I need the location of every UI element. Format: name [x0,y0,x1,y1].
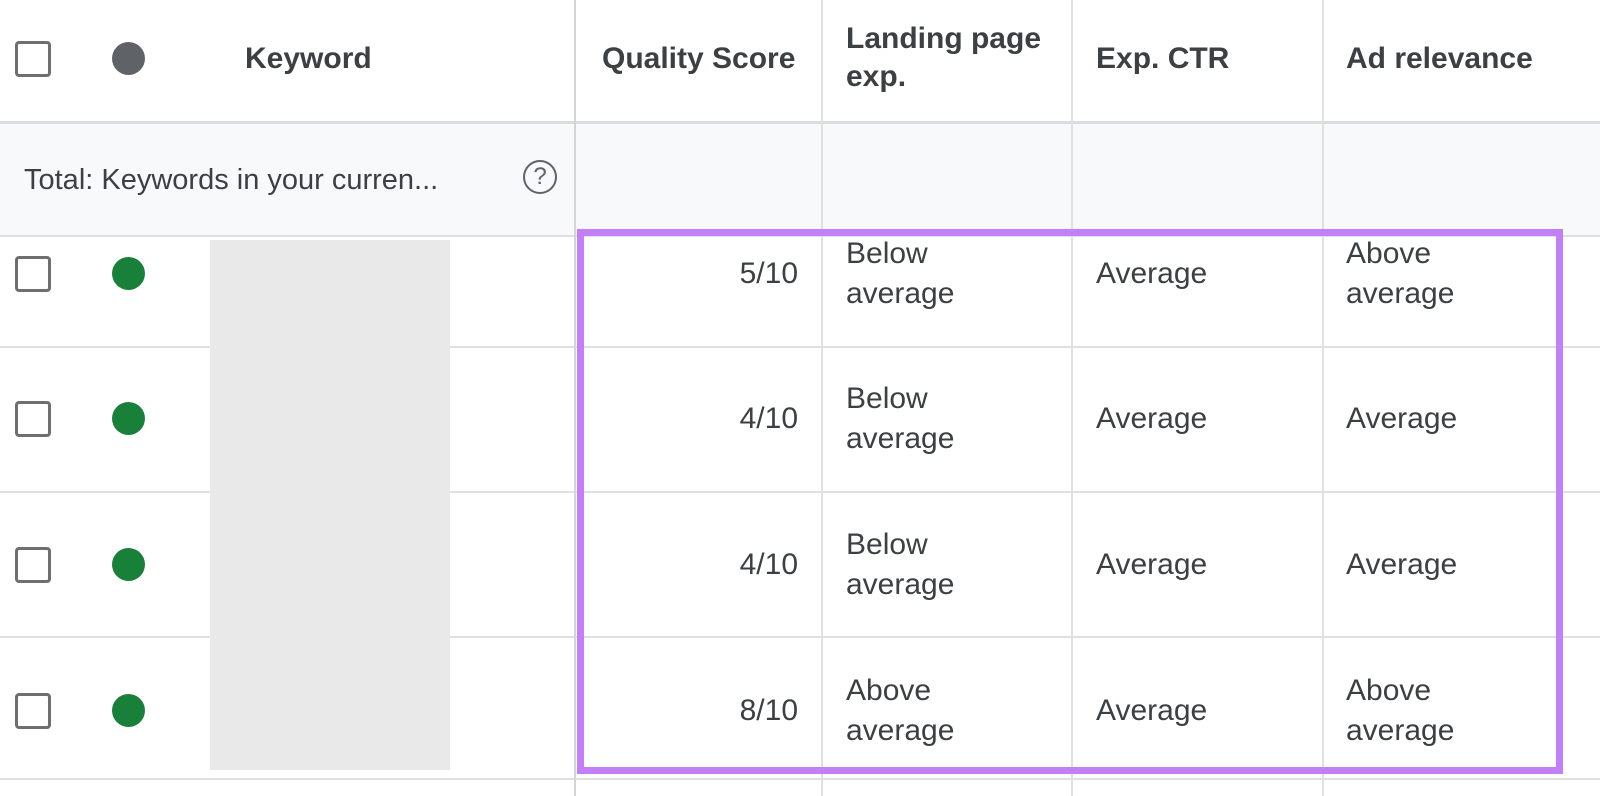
ad-relevance-cell: Above average [1346,671,1454,751]
enabled-status-icon [112,548,145,581]
ad-relevance-cell: Average [1346,399,1457,439]
header-landing-line1: Landing page [846,22,1041,55]
row-divider [0,636,1600,638]
column-divider [1071,0,1073,796]
row-divider [0,778,1600,780]
landing-page-cell: Below average [846,379,954,459]
total-row [0,122,1600,236]
header-ad-relevance[interactable]: Ad relevance [1346,42,1533,75]
landing-page-cell: Below average [846,234,954,314]
exp-ctr-cell: Average [1096,694,1208,727]
landing-page-cell: Above average [846,671,954,751]
header-exp-ctr[interactable]: Exp. CTR [1096,42,1230,75]
status-column-icon [112,42,145,75]
landing-line2: average [846,422,955,455]
row-divider [0,491,1600,493]
quality-score-cell: 5/10 [739,257,798,290]
landing-line1: Below [846,528,928,561]
column-divider [574,0,576,796]
select-all-checkbox[interactable] [15,41,51,77]
highlight-box [577,229,1563,774]
landing-line1: Above [846,674,932,707]
ad-line1: Average [1346,402,1458,435]
row-checkbox[interactable] [15,693,51,729]
row-divider [0,346,1600,348]
quality-score-cell: 4/10 [739,548,798,581]
row-divider [0,235,1600,237]
row-checkbox[interactable] [15,256,51,292]
redacted-keywords [210,240,450,770]
ad-line1: Above [1346,674,1432,707]
ad-relevance-cell: Average [1346,545,1457,585]
landing-line2: average [846,568,955,601]
enabled-status-icon [112,402,145,435]
header-keyword[interactable]: Keyword [245,42,372,75]
enabled-status-icon [112,257,145,290]
landing-page-cell: Below average [846,525,954,605]
landing-line2: average [846,714,955,747]
exp-ctr-cell: Average [1096,548,1208,581]
landing-line1: Below [846,237,928,270]
column-divider [821,0,823,796]
row-checkbox[interactable] [15,401,51,437]
enabled-status-icon [112,694,145,727]
column-divider [1322,0,1324,796]
exp-ctr-cell: Average [1096,402,1208,435]
header-quality-score[interactable]: Quality Score [602,42,796,75]
header-landing-page-exp[interactable]: Landing page exp. [846,20,1041,96]
header-divider [0,121,1600,124]
help-icon[interactable]: ? [523,160,557,194]
ad-relevance-cell: Above average [1346,234,1454,314]
landing-line2: average [846,277,955,310]
ad-line1: Above [1346,237,1432,270]
ad-line2: average [1346,277,1455,310]
landing-line1: Below [846,382,928,415]
ad-line2: average [1346,714,1455,747]
header-landing-line2: exp. [846,60,907,93]
row-checkbox[interactable] [15,547,51,583]
exp-ctr-cell: Average [1096,257,1208,290]
quality-score-cell: 4/10 [739,402,798,435]
ad-line1: Average [1346,548,1458,581]
total-label: Total: Keywords in your curren... [24,164,439,196]
quality-score-cell: 8/10 [739,694,798,727]
